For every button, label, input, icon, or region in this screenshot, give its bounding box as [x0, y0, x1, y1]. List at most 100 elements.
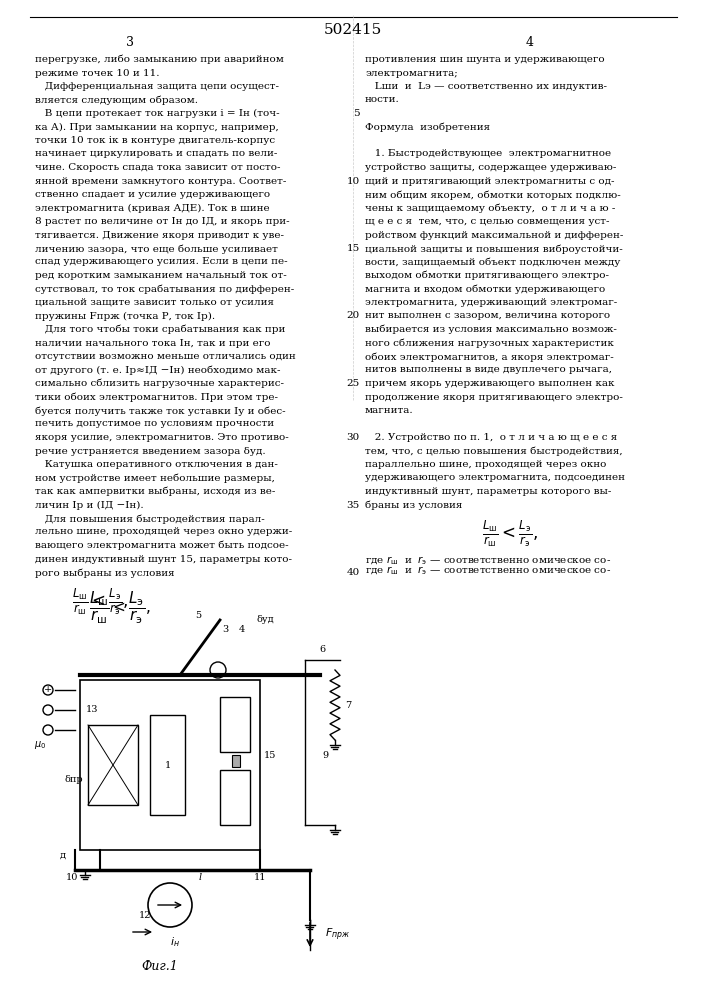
- Text: циальной защиты и повышения виброустойчи-: циальной защиты и повышения виброустойчи…: [365, 244, 623, 253]
- Text: $\mu_0$: $\mu_0$: [34, 739, 46, 751]
- Text: циальной защите зависит только от усилия: циальной защите зависит только от усилия: [35, 298, 274, 307]
- Text: ройством функций максимальной и дифферен-: ройством функций максимальной и дифферен…: [365, 231, 624, 239]
- Text: обоих электромагнитов, а якоря электромаг-: обоих электромагнитов, а якоря электрома…: [365, 352, 614, 361]
- Text: электромагнита;: электромагнита;: [365, 68, 457, 78]
- Text: 1: 1: [165, 760, 171, 770]
- Text: $F_{прж}$: $F_{прж}$: [325, 927, 351, 943]
- Text: режиме точек 10 и 11.: режиме точек 10 и 11.: [35, 68, 160, 78]
- Text: Для повышения быстродействия парал-: Для повышения быстродействия парал-: [35, 514, 264, 524]
- Text: 35: 35: [346, 500, 360, 510]
- Text: параллельно шине, проходящей через окно: параллельно шине, проходящей через окно: [365, 460, 607, 469]
- Text: личению зазора, что еще больше усиливает: личению зазора, что еще больше усиливает: [35, 244, 278, 253]
- Text: речие устраняется введением зазора δуд.: речие устраняется введением зазора δуд.: [35, 446, 266, 456]
- Text: 6: 6: [319, 646, 325, 654]
- Text: 15: 15: [264, 750, 276, 760]
- Text: 10: 10: [346, 176, 360, 186]
- Bar: [150, 715, 185, 815]
- Text: $\dfrac{L_{\rm ш}}{r_{\rm ш}} < \dfrac{L_{\rm э}}{r_{\rm э}},$: $\dfrac{L_{\rm ш}}{r_{\rm ш}} < \dfrac{L…: [89, 589, 151, 626]
- Text: 20: 20: [346, 312, 360, 320]
- Text: симально сблизить нагрузочные характерис-: симально сблизить нагрузочные характерис…: [35, 379, 284, 388]
- Text: выбирается из условия максимально возмож-: выбирается из условия максимально возмож…: [365, 325, 617, 334]
- Text: перегрузке, либо замыканию при аварийном: перегрузке, либо замыканию при аварийном: [35, 55, 284, 64]
- Bar: [220, 770, 250, 825]
- Text: ного сближения нагрузочных характеристик: ного сближения нагрузочных характеристик: [365, 338, 614, 348]
- Text: сутствовал, то ток срабатывания по дифферен-: сутствовал, то ток срабатывания по диффе…: [35, 284, 294, 294]
- Text: магнита и входом обмотки удерживающего: магнита и входом обмотки удерживающего: [365, 284, 605, 294]
- Bar: [80, 680, 260, 850]
- Bar: [220, 697, 250, 752]
- Text: магнита.: магнита.: [365, 406, 414, 415]
- Text: вающего электромагнита может быть подсое-: вающего электромагнита может быть подсое…: [35, 541, 288, 550]
- Text: электромагнита (кривая АДЕ). Ток в шине: электромагнита (кривая АДЕ). Ток в шине: [35, 204, 269, 213]
- Text: точки 10 ток iк в контуре двигатель-корпус: точки 10 ток iк в контуре двигатель-корп…: [35, 136, 275, 145]
- Text: ном устройстве имеет небольшие размеры,: ном устройстве имеет небольшие размеры,: [35, 474, 275, 483]
- Text: 12: 12: [139, 910, 151, 920]
- Text: 2. Устройство по п. 1,  о т л и ч а ю щ е е с я: 2. Устройство по п. 1, о т л и ч а ю щ е…: [365, 433, 617, 442]
- Text: 11: 11: [254, 874, 267, 882]
- Text: наличии начального тока Iн, так и при его: наличии начального тока Iн, так и при ег…: [35, 338, 271, 348]
- Text: электромагнита, удерживающий электромаг-: электромагнита, удерживающий электромаг-: [365, 298, 617, 307]
- Text: 5: 5: [195, 610, 201, 619]
- Text: щий и притягивающий электромагниты с од-: щий и притягивающий электромагниты с од-: [365, 176, 614, 186]
- Text: вости, защищаемый объект подключен между: вости, защищаемый объект подключен между: [365, 257, 620, 267]
- Text: Для того чтобы токи срабатывания как при: Для того чтобы токи срабатывания как при: [35, 325, 286, 334]
- Text: 15: 15: [346, 244, 360, 253]
- Text: 8 растет по величине от Iн до IД, и якорь при-: 8 растет по величине от Iн до IД, и якор…: [35, 217, 290, 226]
- Text: 3: 3: [126, 36, 134, 49]
- Text: ним общим якорем, обмотки которых подклю-: ним общим якорем, обмотки которых подклю…: [365, 190, 621, 200]
- Text: удерживающего электромагнита, подсоединен: удерживающего электромагнита, подсоедине…: [365, 474, 625, 483]
- Text: браны из условия: браны из условия: [365, 500, 462, 510]
- Text: 5: 5: [354, 109, 360, 118]
- Text: где $r_{\rm ш}$  и  $r_{\rm э}$ — соответственно омическое со-: где $r_{\rm ш}$ и $r_{\rm э}$ — соответс…: [365, 564, 611, 577]
- Text: 4: 4: [526, 36, 534, 49]
- Text: 13: 13: [86, 706, 98, 714]
- Text: якоря усилие, электромагнитов. Это противо-: якоря усилие, электромагнитов. Это проти…: [35, 433, 288, 442]
- Text: буется получить также ток уставки Iу и обес-: буется получить также ток уставки Iу и о…: [35, 406, 286, 416]
- Text: Катушка оперативного отключения в дан-: Катушка оперативного отключения в дан-: [35, 460, 278, 469]
- Text: пружины Fпрж (точка Р, ток Iр).: пружины Fпрж (точка Р, ток Iр).: [35, 312, 215, 321]
- Text: 502415: 502415: [324, 23, 382, 37]
- Text: лельно шине, проходящей через окно удержи-: лельно шине, проходящей через окно удерж…: [35, 528, 292, 536]
- Text: от другого (т. е. Iр≈IД −Iн) необходимо мак-: от другого (т. е. Iр≈IД −Iн) необходимо …: [35, 365, 281, 375]
- Text: индуктивный шунт, параметры которого вы-: индуктивный шунт, параметры которого вы-: [365, 487, 612, 496]
- Text: 4: 4: [239, 626, 245, 635]
- Text: нит выполнен с зазором, величина которого: нит выполнен с зазором, величина которог…: [365, 312, 610, 320]
- Text: личин Iр и (IД −Iн).: личин Iр и (IД −Iн).: [35, 500, 144, 510]
- Text: чине. Скорость спада тока зависит от посто-: чине. Скорость спада тока зависит от пос…: [35, 163, 281, 172]
- Text: так как ампервитки выбраны, исходя из ве-: так как ампервитки выбраны, исходя из ве…: [35, 487, 275, 496]
- Text: тем, что, с целью повышения быстродействия,: тем, что, с целью повышения быстродейств…: [365, 446, 623, 456]
- Text: 7: 7: [345, 700, 351, 710]
- Text: динен индуктивный шунт 15, параметры кото-: динен индуктивный шунт 15, параметры кот…: [35, 554, 292, 564]
- Text: выходом обмотки притягивающего электро-: выходом обмотки притягивающего электро-: [365, 271, 609, 280]
- Text: устройство защиты, содержащее удерживаю-: устройство защиты, содержащее удерживаю-: [365, 163, 617, 172]
- Bar: [232, 755, 240, 767]
- Text: противления шин шунта и удерживающего: противления шин шунта и удерживающего: [365, 55, 604, 64]
- Text: 25: 25: [346, 379, 360, 388]
- Text: 30: 30: [346, 433, 360, 442]
- Text: $i_{н}$: $i_{н}$: [170, 935, 180, 949]
- Text: δпр: δпр: [65, 776, 83, 784]
- Text: отсутствии возможно меньше отличались один: отсутствии возможно меньше отличались од…: [35, 352, 296, 361]
- Text: печить допустимое по условиям прочности: печить допустимое по условиям прочности: [35, 420, 274, 428]
- Text: продолжение якоря притягивающего электро-: продолжение якоря притягивающего электро…: [365, 392, 623, 401]
- Text: вляется следующим образом.: вляется следующим образом.: [35, 96, 198, 105]
- Text: где $r_{\rm ш}$  и  $r_{\rm э}$ — соответственно омическое со-: где $r_{\rm ш}$ и $r_{\rm э}$ — соответс…: [365, 554, 611, 567]
- Text: +: +: [44, 686, 52, 694]
- Text: l: l: [199, 874, 201, 882]
- Text: 40: 40: [346, 568, 360, 577]
- Text: δуд: δуд: [256, 615, 274, 624]
- Text: 9: 9: [322, 750, 328, 760]
- Text: Фиг.1: Фиг.1: [141, 960, 178, 974]
- Text: чены к защищаемому объекту,  о т л и ч а ю -: чены к защищаемому объекту, о т л и ч а …: [365, 204, 615, 213]
- Text: ности.: ности.: [365, 96, 399, 104]
- Text: ка А). При замыкании на корпус, например,: ка А). При замыкании на корпус, например…: [35, 122, 279, 132]
- Text: причем якорь удерживающего выполнен как: причем якорь удерживающего выполнен как: [365, 379, 614, 388]
- Bar: [88, 725, 138, 805]
- Text: щ е е с я  тем, что, с целью совмещения уст-: щ е е с я тем, что, с целью совмещения у…: [365, 217, 609, 226]
- Text: В цепи протекает ток нагрузки i = Iн (точ-: В цепи протекает ток нагрузки i = Iн (то…: [35, 109, 280, 118]
- Text: начинает циркулировать и спадать по вели-: начинает циркулировать и спадать по вели…: [35, 149, 277, 158]
- Text: рого выбраны из условия: рого выбраны из условия: [35, 568, 175, 578]
- Text: тики обоих электромагнитов. При этом тре-: тики обоих электромагнитов. При этом тре…: [35, 392, 278, 402]
- Text: д: д: [60, 850, 66, 859]
- Text: Дифференциальная защита цепи осущест-: Дифференциальная защита цепи осущест-: [35, 82, 279, 91]
